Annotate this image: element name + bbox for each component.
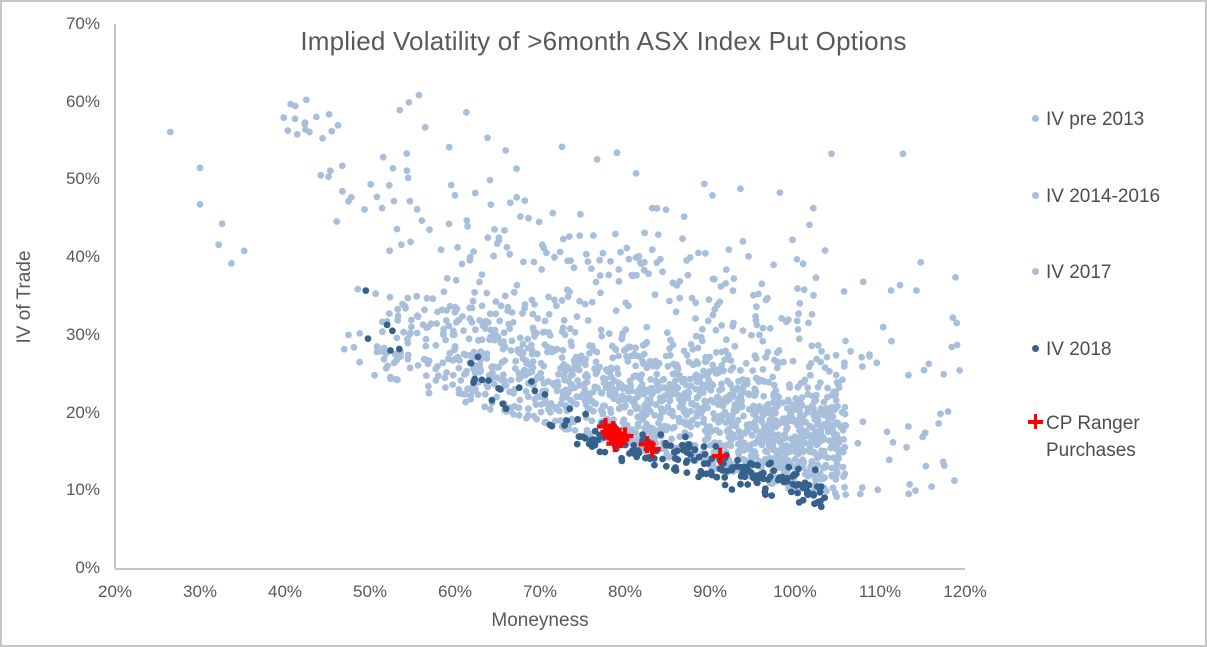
- legend-label: IV 2014-2016: [1046, 186, 1161, 207]
- legend-dot-icon: [1030, 265, 1046, 279]
- x-tick-40%: 40%: [267, 582, 303, 601]
- legend-label: IV 2018: [1046, 339, 1112, 360]
- legend-item-iv-pre-2013: IV pre 2013: [1030, 106, 1144, 133]
- legend-label: IV pre 2013: [1046, 109, 1145, 130]
- x-tick-80%: 80%: [607, 582, 643, 601]
- x-tick-90%: 90%: [692, 582, 728, 601]
- x-tick-70%: 70%: [522, 582, 558, 601]
- legend-dot-icon: [1030, 112, 1046, 126]
- y-tick-10%: 10%: [65, 480, 100, 500]
- x-tick-20%: 20%: [97, 582, 133, 601]
- y-tick-40%: 40%: [65, 247, 100, 267]
- series-iv-2017: [399, 230, 963, 498]
- legend-item-iv-2014-2016: IV 2014-2016: [1030, 183, 1160, 210]
- legend-item-iv-2017: IV 2017: [1030, 259, 1112, 286]
- series-iv-2018: [362, 287, 828, 511]
- series-iv-pre-2013: [166, 91, 907, 350]
- legend-dot-icon: [1030, 342, 1046, 356]
- y-tick-30%: 30%: [65, 324, 100, 344]
- y-tick-70%: 70%: [65, 14, 100, 33]
- legend-label: CP Ranger Purchases: [1046, 413, 1140, 461]
- x-tick-50%: 50%: [352, 582, 388, 601]
- y-tick-50%: 50%: [65, 169, 100, 189]
- legend-label: IV 2017: [1046, 262, 1112, 283]
- x-tick-100%: 100%: [773, 582, 817, 601]
- y-tick-20%: 20%: [65, 402, 100, 422]
- x-tick-30%: 30%: [182, 582, 218, 601]
- legend-item-iv-2018: IV 2018: [1030, 336, 1112, 363]
- x-axis-title: Moneyness: [491, 610, 589, 631]
- x-tick-60%: 60%: [437, 582, 473, 601]
- legend-item-cp-ranger-purchases: CP Ranger Purchases: [1028, 410, 1198, 464]
- y-tick-60%: 60%: [65, 91, 100, 111]
- x-tick-120%: 120%: [943, 582, 987, 601]
- legend-plus-icon: [1028, 414, 1046, 430]
- chart-title: Implied Volatility of >6month ASX Index …: [300, 26, 907, 56]
- x-tick-110%: 110%: [858, 582, 902, 601]
- legend-dot-icon: [1030, 189, 1046, 203]
- y-tick-0%: 0%: [75, 558, 100, 577]
- series-cp-ranger-purchases: [596, 418, 729, 465]
- y-axis-title: IV of Trade: [14, 250, 35, 344]
